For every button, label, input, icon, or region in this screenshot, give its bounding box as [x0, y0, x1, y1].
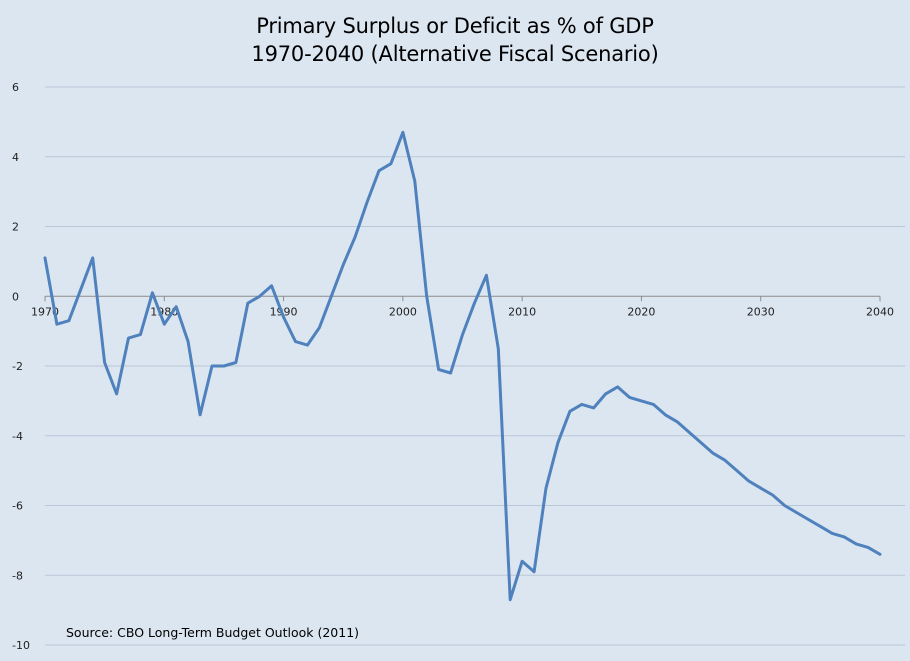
data-point — [687, 431, 691, 434]
data-point — [91, 256, 94, 260]
data-point — [640, 399, 643, 403]
data-point — [699, 441, 703, 444]
data-point — [330, 295, 333, 298]
source-note: Source: CBO Long-Term Budget Outlook (20… — [66, 625, 360, 640]
data-point — [425, 295, 428, 298]
data-point — [234, 361, 238, 364]
data-point — [652, 403, 655, 406]
data-point — [866, 546, 870, 549]
data-point — [139, 333, 142, 336]
data-point — [103, 361, 106, 364]
data-point — [413, 179, 416, 183]
y-tick-label: -4 — [12, 430, 23, 443]
data-point — [115, 392, 118, 396]
data-point — [377, 169, 381, 172]
data-point — [270, 284, 273, 287]
data-point — [389, 162, 393, 165]
data-point — [449, 371, 452, 375]
data-point — [878, 553, 882, 556]
y-tick-label: -8 — [12, 569, 23, 582]
y-tick-label: 0 — [12, 290, 19, 303]
data-point — [831, 532, 834, 535]
data-point — [532, 570, 536, 573]
series-layer — [43, 130, 882, 602]
data-point — [401, 131, 405, 134]
x-tick-label: 2040 — [866, 305, 894, 318]
data-point — [306, 343, 309, 347]
data-point — [771, 493, 774, 497]
data-point — [67, 319, 71, 322]
data-point — [676, 420, 679, 423]
data-point — [759, 486, 762, 490]
data-point — [43, 256, 47, 260]
data-point — [222, 364, 226, 368]
data-point — [282, 315, 285, 319]
y-tick-label: 2 — [12, 221, 19, 234]
data-point — [198, 413, 202, 417]
y-tick-label: 4 — [12, 151, 19, 164]
data-point — [783, 504, 786, 507]
data-point — [520, 560, 524, 563]
data-point — [568, 410, 572, 413]
x-tick-label: 1990 — [270, 305, 298, 318]
data-point — [461, 333, 464, 336]
chart-title-line-2: 1970-2040 (Alternative Fiscal Scenario) — [251, 42, 659, 66]
data-point — [604, 392, 607, 396]
data-point — [735, 469, 739, 472]
data-point — [485, 274, 488, 277]
data-point — [509, 598, 512, 601]
x-tick-label: 2030 — [747, 305, 775, 318]
data-point — [497, 347, 500, 350]
data-point — [854, 542, 858, 546]
data-point — [592, 406, 595, 410]
data-point — [151, 291, 154, 294]
data-point — [186, 340, 190, 343]
data-point — [175, 305, 178, 308]
data-point — [580, 403, 583, 406]
data-point — [342, 263, 345, 267]
data-point — [556, 441, 560, 444]
x-tick-label: 1970 — [31, 305, 59, 318]
data-point — [318, 326, 321, 329]
x-tick-label: 2000 — [389, 305, 417, 318]
chart-title-line-1: Primary Surplus or Deficit as % of GDP — [256, 14, 654, 38]
data-point — [616, 385, 619, 389]
data-point — [711, 451, 715, 455]
data-point — [723, 458, 727, 462]
data-point — [365, 200, 369, 204]
data-point — [127, 336, 130, 340]
y-tick-label: -2 — [12, 360, 23, 373]
data-point — [437, 368, 440, 371]
data-point — [819, 525, 822, 528]
data-point — [258, 295, 261, 298]
gridlines — [45, 86, 905, 646]
data-point — [628, 396, 631, 399]
data-point — [807, 518, 810, 521]
y-tick-label: -10 — [12, 639, 30, 652]
data-point — [544, 486, 548, 490]
data-point — [747, 479, 750, 483]
data-point — [473, 302, 476, 305]
y-tick-label: -6 — [12, 500, 23, 513]
data-point — [210, 364, 214, 368]
data-point — [163, 322, 166, 326]
data-point — [795, 511, 798, 514]
data-point — [843, 535, 846, 539]
data-point — [353, 235, 357, 239]
data-point — [664, 413, 667, 417]
data-point — [55, 322, 59, 326]
x-tick-label: 2020 — [627, 305, 655, 318]
data-point — [294, 340, 297, 343]
y-tick-label: 6 — [12, 81, 19, 94]
data-point — [246, 302, 249, 305]
data-point — [79, 288, 82, 291]
x-tick-label: 2010 — [508, 305, 536, 318]
